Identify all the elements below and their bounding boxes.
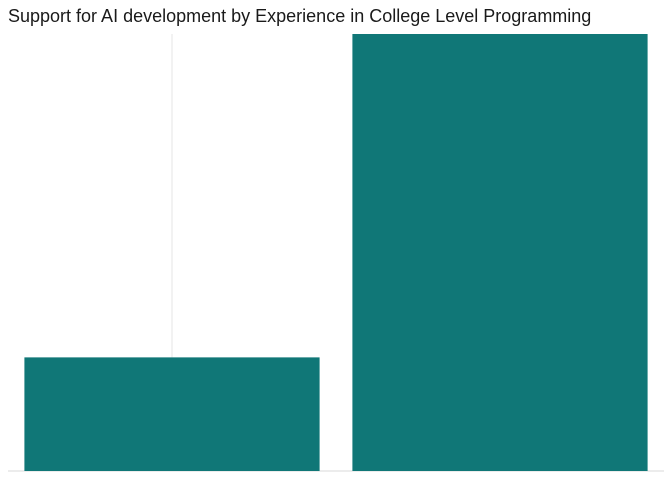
bar-2 (352, 34, 648, 471)
chart-title: Support for AI development by Experience… (8, 6, 592, 26)
bar-1 (24, 357, 320, 471)
